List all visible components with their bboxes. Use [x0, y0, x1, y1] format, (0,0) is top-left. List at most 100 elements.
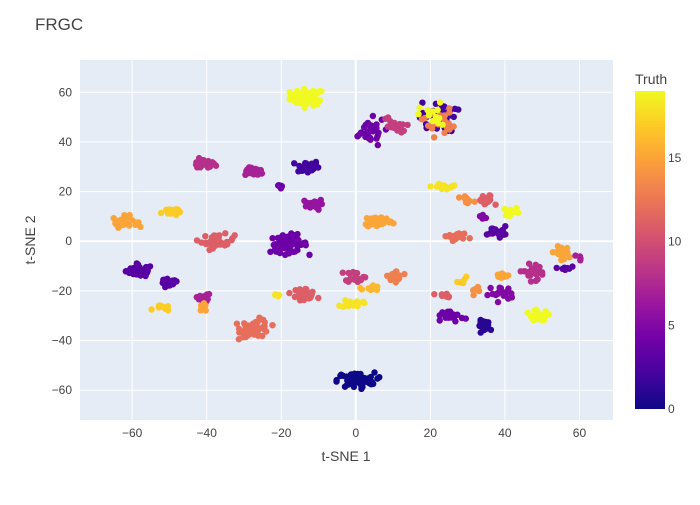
data-point [130, 267, 137, 275]
data-point [143, 268, 150, 276]
data-point [527, 278, 535, 285]
data-point [209, 159, 216, 166]
colorbar-ticks: 0 5 10 15 [668, 151, 682, 416]
axis-ticks: −60 −40 −20 0 20 40 60 −60 −40 −20 0 20 40 60 [52, 85, 587, 440]
data-point [197, 302, 205, 309]
data-point [366, 222, 373, 229]
data-point [535, 311, 542, 318]
data-point [241, 320, 248, 327]
data-point [470, 291, 477, 299]
data-point [233, 320, 241, 327]
data-point [367, 373, 374, 381]
y-tick-label: 20 [59, 185, 73, 199]
y-tick-label: 0 [65, 234, 72, 248]
data-point [355, 376, 363, 383]
data-point [290, 97, 298, 104]
data-point [457, 279, 465, 286]
data-point [553, 264, 560, 272]
data-point [277, 185, 285, 192]
data-point [292, 238, 299, 245]
data-point [488, 225, 495, 232]
data-point [441, 112, 449, 119]
data-point [261, 322, 268, 330]
data-point [427, 183, 434, 190]
data-point [282, 251, 289, 258]
data-point [110, 215, 117, 222]
data-point [121, 212, 128, 219]
data-point [199, 157, 206, 164]
data-point [253, 169, 260, 176]
data-point [388, 271, 396, 278]
data-point [382, 115, 389, 123]
data-point [517, 268, 524, 275]
data-point [528, 265, 535, 272]
data-point [307, 291, 314, 299]
data-point [455, 106, 462, 113]
data-point [513, 204, 520, 212]
data-point [164, 307, 172, 314]
data-point [449, 182, 456, 189]
data-point [446, 105, 453, 112]
data-point [315, 206, 322, 213]
data-point [369, 112, 377, 120]
data-point [430, 134, 438, 141]
data-point [485, 197, 492, 204]
data-point [238, 328, 245, 335]
data-point [477, 318, 484, 326]
data-point [495, 288, 503, 295]
data-point [222, 230, 229, 237]
y-axis-label: t-SNE 2 [22, 215, 38, 264]
data-point [502, 231, 509, 238]
data-point [478, 213, 486, 220]
data-point [371, 369, 378, 376]
data-point [242, 333, 249, 341]
grid [80, 60, 613, 420]
data-point [315, 294, 322, 302]
plot-area [80, 60, 613, 420]
data-point [566, 254, 573, 261]
data-point [452, 318, 459, 325]
data-point [310, 92, 317, 100]
data-point [373, 121, 380, 128]
data-point [534, 276, 541, 283]
data-point [198, 239, 205, 246]
data-point [400, 127, 407, 134]
data-point [359, 384, 366, 391]
data-point [436, 99, 444, 106]
data-point [207, 238, 215, 245]
data-point [441, 129, 448, 137]
data-point [339, 269, 346, 276]
data-point [505, 285, 512, 292]
data-point [387, 118, 394, 125]
data-point [360, 273, 367, 281]
data-point [364, 119, 372, 127]
data-point [501, 291, 509, 299]
data-point [313, 200, 320, 208]
data-point [524, 309, 531, 316]
y-tick-label: −60 [52, 383, 73, 397]
data-point [291, 160, 298, 167]
data-point [433, 115, 440, 122]
data-point [368, 215, 375, 222]
data-point [502, 223, 509, 230]
data-point [374, 375, 381, 382]
data-point [384, 272, 391, 279]
data-point [487, 284, 494, 292]
data-point [203, 292, 211, 300]
data-point [489, 290, 496, 298]
data-point [202, 233, 209, 240]
x-tick-label: −20 [271, 426, 292, 440]
data-point [317, 87, 324, 95]
colorbar [635, 91, 665, 409]
data-point [218, 239, 225, 246]
data-point [286, 88, 293, 96]
data-point [394, 273, 402, 280]
x-axis-label: t-SNE 1 [321, 448, 370, 464]
data-point [462, 315, 469, 322]
data-point [495, 228, 502, 236]
data-point [272, 245, 279, 253]
data-point [353, 270, 361, 277]
data-point [355, 131, 363, 139]
data-point [463, 195, 471, 202]
